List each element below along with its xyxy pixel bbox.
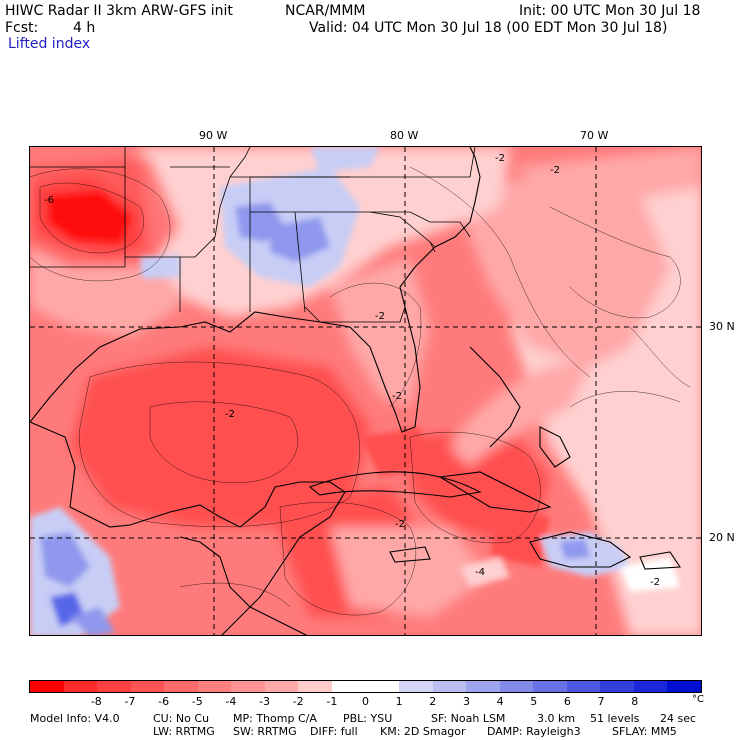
contour-label-group: -6 -2 -2 -2 -2 -2 -4 -2 -2 xyxy=(44,153,660,588)
colorbar-cell xyxy=(667,681,701,692)
colorbar-cell xyxy=(298,681,332,692)
footer-sf: SF: Noah LSM xyxy=(431,712,506,725)
footer-pbl: PBL: YSU xyxy=(343,712,393,725)
contour-label: -2 xyxy=(225,409,235,420)
colorbar-tick-label: -2 xyxy=(292,695,304,708)
colorbar-cell xyxy=(633,681,668,692)
model-title: HIWC Radar II 3km ARW-GFS init xyxy=(5,3,233,19)
colorbar-tick-label: 5 xyxy=(530,695,538,708)
colorbar-cell xyxy=(97,681,131,692)
lon-label-90w: 90 W xyxy=(199,129,228,142)
colorbar-cell xyxy=(432,681,467,692)
contour-label: -2 xyxy=(395,519,405,530)
colorbar-cell xyxy=(566,681,601,692)
footer-lw: LW: RRTMG xyxy=(153,725,215,738)
footer-levels: 51 levels xyxy=(590,712,640,725)
footer-damp: DAMP: Rayleigh3 xyxy=(487,725,581,738)
contour-label: -2 xyxy=(650,577,660,588)
colorbar-tick-label: 3 xyxy=(462,695,470,708)
field-name: Lifted index xyxy=(8,36,91,52)
map-canvas: -6 -2 -2 -2 -2 -2 -4 -2 -2 xyxy=(30,147,701,635)
contour-label: -2 xyxy=(495,153,505,164)
colorbar-tick-label: 4 xyxy=(496,695,504,708)
valid-time: Valid: 04 UTC Mon 30 Jul 18 (00 EDT Mon … xyxy=(309,20,668,36)
forecast-label: Fcst: xyxy=(5,20,39,36)
colorbar-tick-label: -6 xyxy=(158,695,170,708)
colorbar-tick-label: 6 xyxy=(563,695,571,708)
colorbar-cell xyxy=(466,681,500,692)
colorbar-cell xyxy=(197,681,232,692)
contour-label: -2 xyxy=(375,311,385,322)
footer-timestep: 24 sec xyxy=(660,712,697,725)
colorbar-cell xyxy=(365,681,400,692)
coastlines xyxy=(30,147,681,635)
footer-diff: DIFF: full xyxy=(310,725,358,738)
colorbar-cell xyxy=(231,681,265,692)
colorbar-tick-label: 8 xyxy=(631,695,639,708)
footer-resolution: 3.0 km xyxy=(537,712,576,725)
colorbar-cell xyxy=(600,681,634,692)
contour-label: -4 xyxy=(475,567,485,578)
colorbar-cell xyxy=(331,681,366,692)
lon-label-80w: 80 W xyxy=(390,129,419,142)
footer-cu: CU: No Cu xyxy=(153,712,210,725)
footer-model-info: Model Info: V4.0 xyxy=(30,712,120,725)
colorbar-cell xyxy=(130,681,165,692)
footer-km: KM: 2D Smagor xyxy=(380,725,466,738)
colorbar-cell xyxy=(63,681,98,692)
colorbar-tick-label: -4 xyxy=(225,695,237,708)
colorbar-cell xyxy=(164,681,198,692)
colorbar-cell xyxy=(399,681,433,692)
state-borders xyxy=(30,147,476,323)
init-time: Init: 00 UTC Mon 30 Jul 18 xyxy=(519,3,701,19)
colorbar xyxy=(29,680,702,693)
lat-lon-grid xyxy=(30,147,701,635)
contour-label: -2 xyxy=(550,165,560,176)
colorbar-tick-label: -5 xyxy=(191,695,203,708)
colorbar-tick-label: 0 xyxy=(362,695,369,708)
footer-sflay: SFLAY: MM5 xyxy=(612,725,677,738)
colorbar-cell xyxy=(264,681,299,692)
colorbar-tick-label: -1 xyxy=(326,695,338,708)
forecast-hour: 4 h xyxy=(73,20,96,36)
colorbar-tick-label: -8 xyxy=(90,695,102,708)
colorbar-tick-label: -3 xyxy=(259,695,271,708)
colorbar-cell xyxy=(499,681,534,692)
lifted-index-map: -6 -2 -2 -2 -2 -2 -4 -2 -2 xyxy=(29,146,702,636)
footer-sw: SW: RRTMG xyxy=(233,725,297,738)
colorbar-tick-label: 7 xyxy=(597,695,605,708)
contour-label: -6 xyxy=(44,195,54,206)
lat-label-30n: 30 N xyxy=(709,320,735,333)
organization: NCAR/MMM xyxy=(285,3,366,19)
colorbar-cell xyxy=(30,681,64,692)
lon-label-70w: 70 W xyxy=(580,129,609,142)
colorbar-tick-label: -7 xyxy=(124,695,136,708)
colorbar-unit: °C xyxy=(692,694,704,705)
lat-label-20n: 20 N xyxy=(709,531,735,544)
contour-label: -2 xyxy=(392,391,402,402)
colorbar-cell xyxy=(533,681,567,692)
footer-mp: MP: Thomp C/A xyxy=(233,712,317,725)
colorbar-tick-label: 2 xyxy=(429,695,437,708)
colorbar-tick-label: 1 xyxy=(395,695,403,708)
